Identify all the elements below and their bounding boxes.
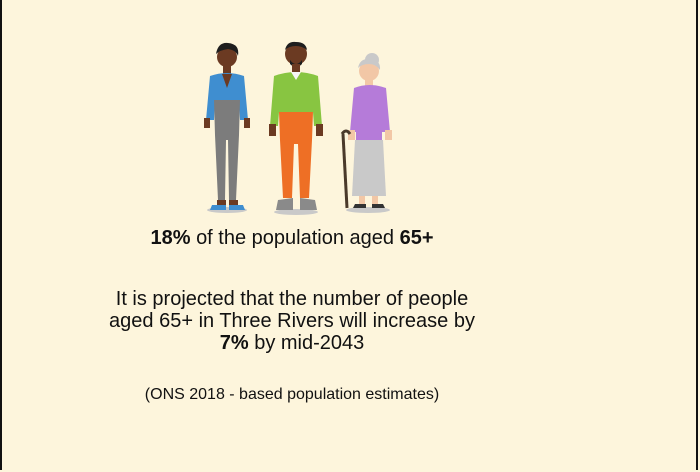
projection-line-2: aged 65+ in Three Rivers will increase b… xyxy=(109,310,475,332)
projection-line-1: It is projected that the number of peopl… xyxy=(115,288,469,310)
young-woman-icon xyxy=(204,42,250,213)
projection-line-3: 7% by mid-2043 xyxy=(2,332,582,354)
source-note: (ONS 2018 - based population estimates) xyxy=(144,386,440,403)
projection-text: It is projected that the number of peopl… xyxy=(2,288,582,354)
stat-percentage: 18% xyxy=(150,227,191,249)
elderly-woman-with-cane-icon xyxy=(340,53,392,213)
projection-suffix: by mid-2043 xyxy=(254,332,365,354)
stat-text: of the population aged xyxy=(196,227,395,249)
people-illustration xyxy=(192,40,412,220)
stat-age: 65+ xyxy=(399,227,434,249)
stat-line: 18% of the population aged 65+ xyxy=(2,226,582,250)
projection-percentage: 7% xyxy=(219,332,249,354)
young-man-icon xyxy=(269,41,323,215)
